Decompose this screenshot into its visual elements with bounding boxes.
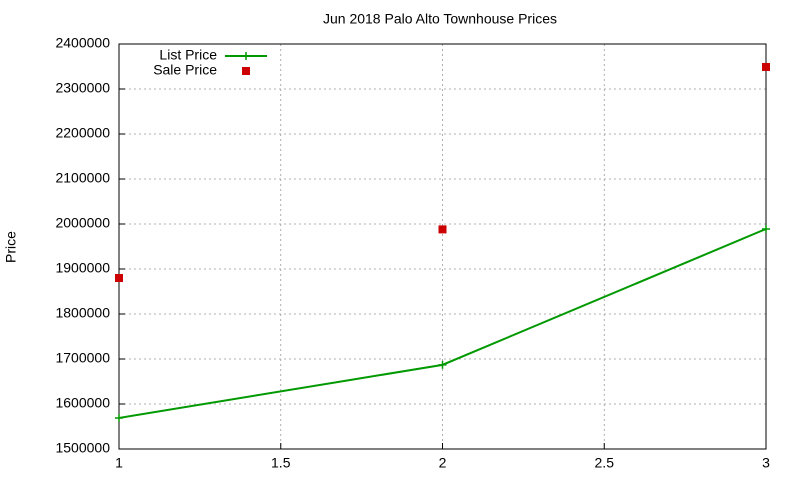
y-tick-label: 2000000 (55, 215, 110, 231)
x-tick-label: 1.5 (271, 455, 291, 471)
point (762, 224, 770, 233)
point (438, 360, 447, 369)
x-tick-label: 1 (115, 455, 123, 471)
y-tick-label: 2200000 (55, 125, 110, 141)
y-tick-label: 1500000 (55, 440, 110, 456)
plot-frame (118, 43, 767, 450)
y-tick-label: 2400000 (55, 35, 110, 51)
legend-swatch (242, 52, 250, 60)
point (438, 225, 447, 234)
chart-title: Jun 2018 Palo Alto Townhouse Prices (323, 11, 557, 27)
point (115, 274, 123, 282)
x-tick-label: 2.5 (595, 455, 615, 471)
y-tick-label: 1900000 (55, 260, 110, 276)
y-tick-label: 2300000 (55, 80, 110, 96)
x-tick-label: 3 (762, 455, 770, 471)
legend-swatch (242, 67, 250, 75)
legend-label: List Price (159, 47, 217, 63)
point (115, 413, 123, 422)
point (762, 62, 770, 71)
y-tick-label: 1700000 (55, 350, 110, 366)
y-axis-label: Price (3, 231, 19, 263)
y-tick-label: 1600000 (55, 395, 110, 411)
legend-label: Sale Price (153, 62, 217, 78)
x-tick-label: 2 (439, 455, 447, 471)
y-tick-label: 2100000 (55, 170, 110, 186)
y-tick-label: 1800000 (55, 305, 110, 321)
